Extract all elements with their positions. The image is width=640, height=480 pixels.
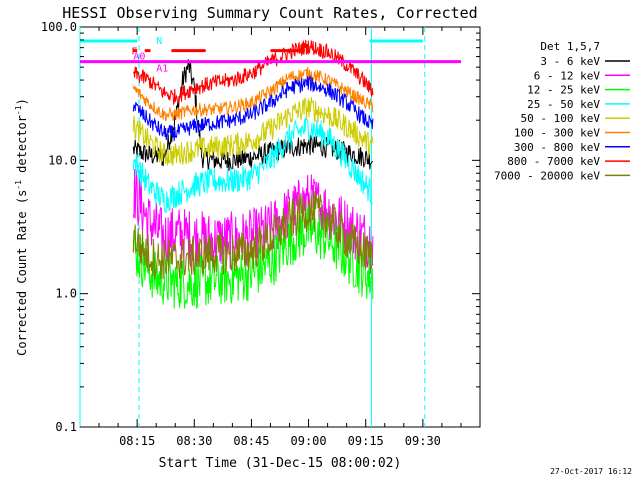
x-axis: 08:15 08:30 08:45 09:00 09:15 09:30	[98, 27, 462, 448]
series-line-7	[132, 75, 374, 142]
attenuator-a0-label: A0	[133, 52, 145, 63]
legend-label: 6 - 12 keV	[534, 69, 601, 82]
series-line-4	[132, 117, 374, 214]
legend-label: 3 - 6 keV	[540, 55, 600, 68]
series-line-8	[132, 39, 374, 106]
series-line-6	[132, 66, 374, 122]
y-tick-label: 100.0	[41, 20, 77, 34]
y-tick-label: 10.0	[48, 153, 77, 167]
series-line-9	[132, 190, 374, 280]
y-axis: 100.0 10.0 1.0 0.1	[41, 20, 480, 434]
legend-label: 300 - 800 keV	[514, 141, 600, 154]
legend-label: 12 - 25 keV	[527, 84, 600, 97]
x-tick-label: 09:30	[405, 434, 441, 448]
y-tick-label: 0.1	[55, 420, 77, 434]
series-lines	[132, 39, 374, 309]
legend-title: Det 1,5,7	[540, 40, 600, 53]
series-line-5	[132, 96, 374, 166]
legend-label: 50 - 100 keV	[521, 112, 601, 125]
y-axis-label: Corrected Count Rate (s-1 detector-1)	[14, 98, 29, 356]
overlay-markers: A0 A1 N F	[80, 36, 461, 75]
attenuator-a1-label: A1	[156, 64, 168, 75]
y-tick-label: 1.0	[55, 287, 77, 301]
x-axis-label: Start Time (31-Dec-15 08:00:02)	[159, 456, 402, 471]
flare-label: F	[131, 47, 137, 58]
night-label: N	[156, 36, 162, 47]
y-axis-label-sup2: -1	[14, 105, 23, 115]
y-axis-label-part2: detector	[15, 115, 29, 180]
x-tick-label: 08:30	[176, 434, 212, 448]
legend-label: 100 - 300 keV	[514, 127, 600, 140]
x-tick-label: 08:15	[119, 434, 155, 448]
footer-timestamp: 27-Oct-2017 16:12	[550, 467, 632, 476]
y-axis-label-sup1: -1	[14, 180, 23, 190]
chart-title: HESSI Observing Summary Count Rates, Cor…	[62, 4, 477, 22]
legend-label: 7000 - 20000 keV	[494, 169, 600, 182]
x-tick-label: 09:15	[348, 434, 384, 448]
y-axis-label-part3: )	[15, 98, 29, 105]
x-tick-label: 08:45	[233, 434, 269, 448]
legend-label: 25 - 50 keV	[527, 98, 600, 111]
legend-label: 800 - 7000 keV	[507, 155, 600, 168]
y-axis-label-part1: Corrected Count Rate (s	[15, 190, 29, 356]
x-tick-label: 09:00	[291, 434, 327, 448]
